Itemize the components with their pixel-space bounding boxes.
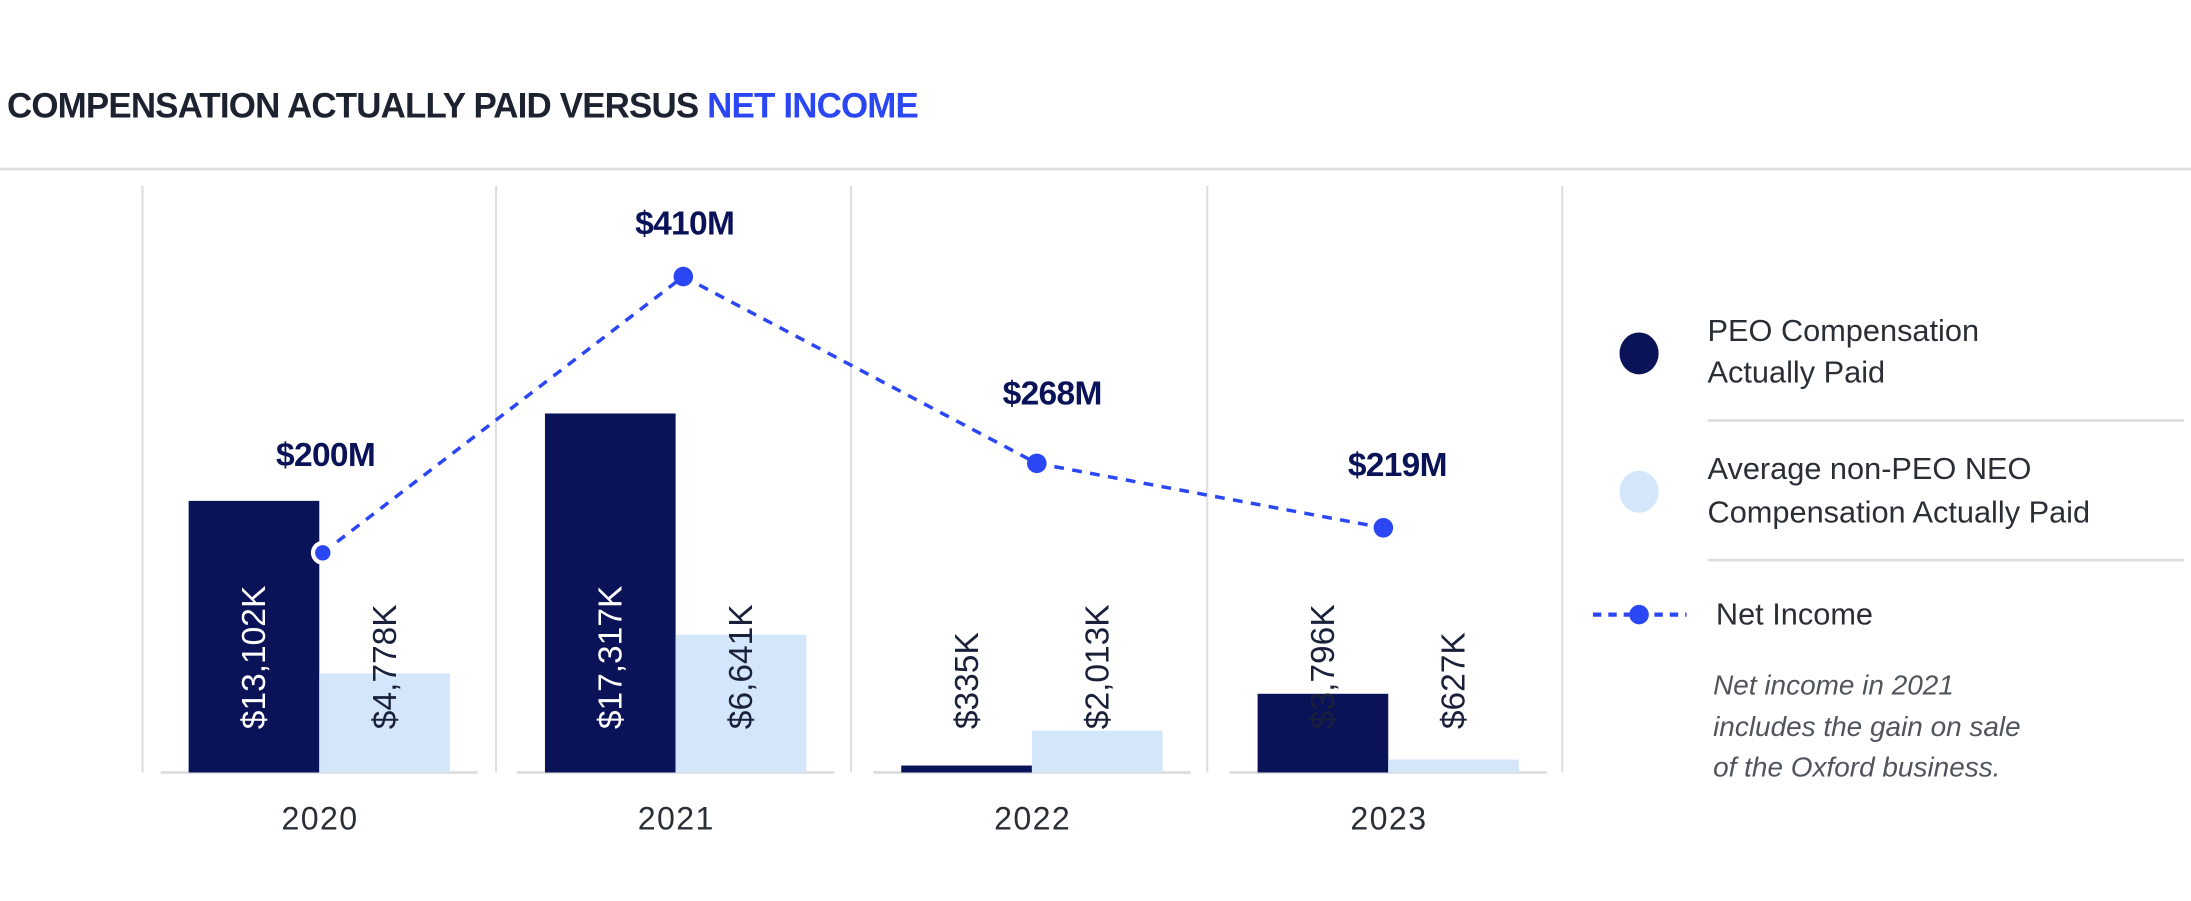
net-income-label-2020: $200M <box>276 437 375 474</box>
net-income-point-2022 <box>1027 453 1047 474</box>
net-income-line <box>321 274 1384 555</box>
x-tick-label-2021: 2021 <box>638 801 715 837</box>
legend-net-income-dot <box>1629 604 1649 625</box>
chart-title-highlight: NET INCOME <box>707 86 918 125</box>
chart-title: COMPENSATION ACTUALLY PAID VERSUS NET IN… <box>7 86 918 125</box>
net-income-label-2021: $410M <box>635 206 734 243</box>
legend-non-peo-swatch <box>1619 470 1659 513</box>
peo-bar-label-2023: $3,796K <box>1305 604 1342 729</box>
x-tick-label-2020: 2020 <box>281 801 358 837</box>
net-income-point-2021 <box>673 266 694 287</box>
net-income-label-2023: $219M <box>1348 447 1447 484</box>
peo-bar-2022 <box>901 765 1032 773</box>
x-tick-label-2023: 2023 <box>1350 801 1427 837</box>
peo-bar-label-2020: $13,102K <box>236 586 273 729</box>
net-income-label-2022: $268M <box>1003 376 1102 413</box>
legend-label-line: Compensation Actually Paid <box>1708 494 2091 529</box>
peo-bar-label-2021: $17,317K <box>592 586 629 729</box>
non-peo-bar-2023 <box>1388 759 1519 773</box>
legend-label-line: Average non-PEO NEO <box>1708 451 2032 486</box>
legend-label-line: PEO Compensation <box>1708 313 1980 348</box>
footnote-line: includes the gain on sale <box>1713 711 2021 742</box>
non-peo-bar-2021 <box>675 634 807 773</box>
chart-title-main: COMPENSATION ACTUALLY PAID VERSUS <box>7 86 707 125</box>
footnote-line: of the Oxford business. <box>1713 752 2000 783</box>
net-income-point-2023 <box>1373 518 1394 538</box>
plot-area: $13,102K $4,778K 2020 $17,317K $6,641K 2021 $3… <box>141 185 1564 837</box>
peo-bar-2023 <box>1257 693 1389 773</box>
non-peo-bar-label-2022: $2,013K <box>1079 604 1116 729</box>
peo-bar-label-2022: $335K <box>949 632 986 729</box>
legend-label-line: Net Income <box>1716 596 1873 631</box>
non-peo-bar-label-2023: $627K <box>1436 632 1473 729</box>
non-peo-bar-label-2021: $6,641K <box>723 604 760 729</box>
non-peo-bar-label-2020: $4,778K <box>367 604 404 729</box>
footnote-line: Net income in 2021 <box>1713 669 1954 700</box>
peo-bar-2021 <box>544 413 676 773</box>
legend-label-line: Actually Paid <box>1708 355 1886 390</box>
peo-bar-2020 <box>188 500 320 773</box>
legend: PEO Compensation Actually Paid Average non… <box>1592 313 2185 783</box>
non-peo-bar-2022 <box>1031 730 1163 773</box>
x-tick-label-2022: 2022 <box>994 801 1071 837</box>
net-income-point-2020 <box>310 540 335 565</box>
non-peo-bar-2020 <box>319 673 450 773</box>
legend-peo-swatch <box>1619 332 1659 375</box>
